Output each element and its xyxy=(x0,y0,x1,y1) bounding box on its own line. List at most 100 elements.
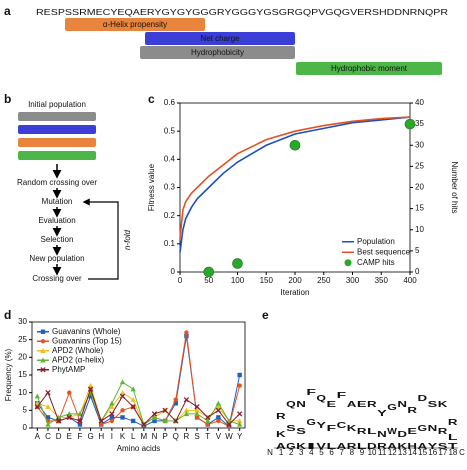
position-label: 2 xyxy=(289,448,294,457)
x-tick-label: A xyxy=(35,432,41,441)
point xyxy=(66,411,72,417)
position-label: 7 xyxy=(339,448,344,457)
y-tick-label: 10 xyxy=(18,388,27,397)
point xyxy=(289,139,301,151)
y2-tick-label: 20 xyxy=(415,183,424,192)
point xyxy=(67,390,72,395)
point xyxy=(215,400,222,406)
x-tick-label: V xyxy=(216,432,222,441)
flow-step: Selection xyxy=(41,235,74,244)
logo-letter: D xyxy=(397,430,407,439)
logo-letter: C xyxy=(337,421,347,430)
position-label: 3 xyxy=(299,448,304,457)
series xyxy=(203,118,416,278)
logo-letter: A xyxy=(387,442,397,451)
property-bar xyxy=(140,46,295,59)
x-tick-label: 350 xyxy=(375,276,389,285)
y-tick-label: 0 xyxy=(23,423,28,432)
logo-letter: S xyxy=(438,442,449,451)
point xyxy=(232,258,243,269)
logo-letter: Y xyxy=(316,421,327,430)
legend-swatch xyxy=(40,367,46,373)
logo-letter: R xyxy=(438,427,448,436)
logo-letter: F xyxy=(327,424,337,433)
logo-letter: A xyxy=(337,442,347,451)
logo-letter: K xyxy=(397,442,407,451)
logo-letter: E xyxy=(357,400,368,409)
logo-letter: K xyxy=(438,400,448,409)
position-label: 5 xyxy=(319,448,324,457)
x-tick-label: K xyxy=(120,432,126,441)
property-bar xyxy=(65,18,205,31)
point xyxy=(55,418,62,424)
point xyxy=(66,414,72,421)
logo-letter: R xyxy=(448,418,458,427)
flow-step: Mutation xyxy=(42,197,73,206)
position-label: 10 xyxy=(368,448,377,457)
position-label: 1 xyxy=(279,448,284,457)
population-bar xyxy=(18,112,96,121)
flow-step: New population xyxy=(29,254,84,263)
point xyxy=(173,397,178,402)
logo-letter: I xyxy=(306,442,316,451)
point xyxy=(98,418,104,424)
y-tick-label: 30 xyxy=(18,317,27,326)
point xyxy=(45,415,51,420)
logo-letter: E xyxy=(327,400,338,409)
x-tick-label: L xyxy=(131,432,136,441)
property-label: Hydrophobicity xyxy=(191,48,244,57)
series-line xyxy=(179,116,411,239)
legend-label: PhytAMP xyxy=(52,365,85,374)
point xyxy=(88,394,93,399)
point xyxy=(236,418,243,424)
position-label: 17 xyxy=(438,448,447,457)
legend-swatch xyxy=(344,259,352,267)
point xyxy=(87,386,94,392)
point xyxy=(237,372,242,378)
logo-letter: K xyxy=(347,424,357,433)
position-label: 8 xyxy=(350,448,355,457)
position-label: 12 xyxy=(388,448,397,457)
x-axis-label: Amino acids xyxy=(117,444,161,453)
point xyxy=(215,404,222,409)
point xyxy=(120,415,125,420)
property-label: Net charge xyxy=(200,34,240,43)
c-terminus: C xyxy=(459,448,465,457)
logo-letter: G xyxy=(387,403,397,412)
panel-label: b xyxy=(4,92,11,106)
y-axis-label: Fitness value xyxy=(147,163,156,211)
point xyxy=(141,421,147,428)
series-line xyxy=(179,116,411,253)
panel-label: c xyxy=(148,92,155,106)
series xyxy=(179,116,411,253)
point xyxy=(173,401,178,406)
population-bar xyxy=(18,125,96,134)
point xyxy=(173,418,179,424)
logo-letter: L xyxy=(327,442,337,451)
x-tick-label: 150 xyxy=(260,276,274,285)
point xyxy=(162,407,168,413)
point xyxy=(237,411,243,417)
logo-letter: G xyxy=(286,442,296,451)
point xyxy=(34,404,40,410)
point xyxy=(194,404,200,410)
point xyxy=(205,414,211,421)
y-tick-label: 20 xyxy=(18,352,27,361)
point xyxy=(130,418,136,424)
point xyxy=(236,421,243,427)
x-tick-label: W xyxy=(225,432,233,441)
logo-letter: A xyxy=(347,400,357,409)
x-tick-label: I xyxy=(111,432,113,441)
x-tick-label: 0 xyxy=(178,276,183,285)
legend-label: CAMP hits xyxy=(357,258,395,267)
panel-label: d xyxy=(4,308,11,322)
logo-letter: Q xyxy=(316,394,326,403)
position-label: 13 xyxy=(398,448,407,457)
legend-swatch xyxy=(40,329,46,334)
legend-label: APD2 (Whole) xyxy=(52,346,103,355)
logo-letter: L xyxy=(448,433,458,442)
point xyxy=(130,404,136,410)
panel-label: e xyxy=(262,308,269,322)
x-tick-label: 100 xyxy=(231,276,245,285)
logo-letter: F xyxy=(337,391,347,400)
